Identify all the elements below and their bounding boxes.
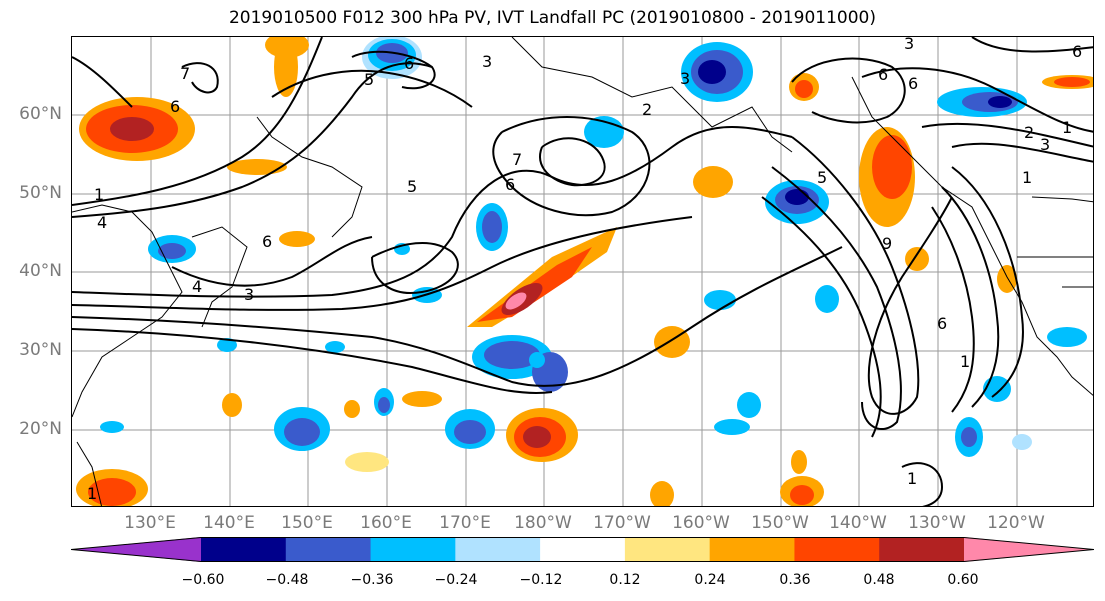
colorbar-swatch bbox=[709, 537, 795, 562]
lon-label: 130°E bbox=[124, 513, 176, 533]
map-panel: 1 4 6 5 6 3 6 7 7 5 6 3 3 5 2 6 1 3 6 2 … bbox=[71, 36, 1094, 507]
lat-label-30n: 30°N bbox=[19, 340, 62, 360]
colorbar-tick: 0.48 bbox=[863, 572, 895, 588]
contour-label: 5 bbox=[407, 177, 417, 196]
contour-label: 1 bbox=[1062, 118, 1072, 137]
colorbar-tick: 0.24 bbox=[694, 572, 726, 588]
lon-label: 180°W bbox=[514, 513, 572, 533]
lon-label: 140°W bbox=[829, 513, 887, 533]
lon-label: 170°E bbox=[439, 513, 491, 533]
colorbar-swatch bbox=[540, 537, 626, 562]
contour-label: 6 bbox=[908, 74, 918, 93]
contour-label: 6 bbox=[404, 54, 414, 73]
lon-label: 150°E bbox=[281, 513, 333, 533]
lon-label: 160°W bbox=[672, 513, 730, 533]
colorbar-tick: 0.36 bbox=[779, 572, 811, 588]
colorbar-tick: 0.12 bbox=[609, 572, 641, 588]
contour-label: 3 bbox=[244, 285, 254, 304]
colorbar-swatch bbox=[964, 537, 1094, 562]
lon-label: 120°W bbox=[987, 513, 1045, 533]
contour-label: 1 bbox=[960, 352, 970, 371]
contour-label: 7 bbox=[512, 150, 522, 169]
contour-labels: 1 4 6 5 6 3 6 7 7 5 6 3 3 5 2 6 1 3 6 2 … bbox=[87, 37, 1082, 503]
contour-label: 3 bbox=[680, 69, 690, 88]
colorbar-swatch bbox=[285, 537, 372, 562]
colorbar-swatch bbox=[71, 537, 201, 562]
lon-label: 150°W bbox=[751, 513, 809, 533]
pv-contours bbox=[72, 37, 1093, 506]
colorbar-tick: −0.36 bbox=[350, 572, 394, 588]
colorbar-tick: −0.48 bbox=[265, 572, 309, 588]
contour-label: 3 bbox=[1040, 135, 1050, 154]
colorbar-swatch bbox=[370, 537, 456, 562]
colorbar-swatch bbox=[879, 537, 965, 562]
contour-label: 6 bbox=[1072, 42, 1082, 61]
colorbar-swatch bbox=[455, 537, 541, 562]
contour-label: 4 bbox=[192, 277, 202, 296]
contour-label: 5 bbox=[364, 70, 374, 89]
colorbar-swatch bbox=[794, 537, 880, 562]
colorbar-tick: 0.60 bbox=[947, 572, 979, 588]
pv-shading bbox=[76, 37, 1093, 506]
contour-label: 9 bbox=[882, 234, 892, 253]
lon-label: 160°E bbox=[360, 513, 412, 533]
colorbar-swatch bbox=[201, 537, 287, 562]
lon-label: 140°E bbox=[203, 513, 255, 533]
coastlines bbox=[72, 37, 1093, 506]
figure-title: 2019010500 F012 300 hPa PV, IVT Landfall… bbox=[228, 8, 876, 28]
colorbar-swatches bbox=[71, 537, 1094, 562]
contour-label: 6 bbox=[937, 314, 947, 333]
lat-label-50n: 50°N bbox=[19, 183, 62, 203]
lon-label: 130°W bbox=[908, 513, 966, 533]
colorbar-outline bbox=[71, 537, 1094, 562]
contour-label: 1 bbox=[87, 484, 97, 503]
contour-label: 3 bbox=[482, 52, 492, 71]
colorbar-swatch bbox=[624, 537, 711, 562]
contour-label: 6 bbox=[170, 97, 180, 116]
contour-label: 5 bbox=[817, 168, 827, 187]
contour-label: 1 bbox=[907, 469, 917, 488]
contour-label: 1 bbox=[1022, 168, 1032, 187]
lat-label-20n: 20°N bbox=[19, 419, 62, 439]
contour-label: 6 bbox=[878, 65, 888, 84]
contour-label: 2 bbox=[642, 100, 652, 119]
colorbar bbox=[71, 537, 1094, 562]
lat-label-60n: 60°N bbox=[19, 104, 62, 124]
contour-label: 1 bbox=[94, 185, 104, 204]
lon-label: 170°W bbox=[593, 513, 651, 533]
contour-label: 2 bbox=[1024, 123, 1034, 142]
colorbar-tick: −0.60 bbox=[181, 572, 225, 588]
colorbar-tick: −0.24 bbox=[434, 572, 478, 588]
contour-label: 6 bbox=[262, 232, 272, 251]
contour-label: 6 bbox=[505, 175, 515, 194]
contour-label: 3 bbox=[904, 37, 914, 53]
contour-label: 7 bbox=[180, 64, 190, 83]
map-canvas: 1 4 6 5 6 3 6 7 7 5 6 3 3 5 2 6 1 3 6 2 … bbox=[72, 37, 1093, 506]
lat-label-40n: 40°N bbox=[19, 261, 62, 281]
colorbar-tick: −0.12 bbox=[519, 572, 563, 588]
contour-label: 4 bbox=[97, 213, 107, 232]
